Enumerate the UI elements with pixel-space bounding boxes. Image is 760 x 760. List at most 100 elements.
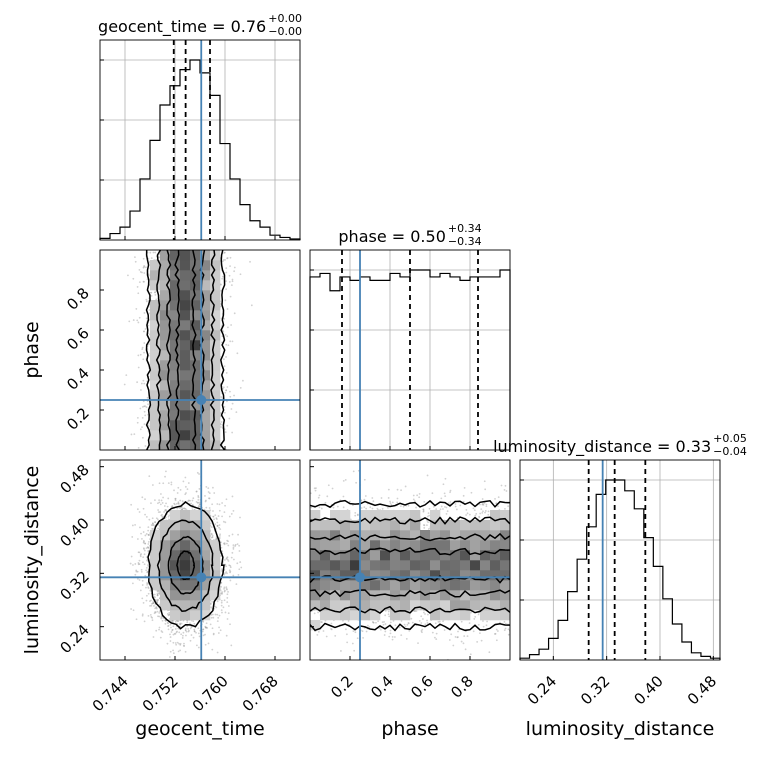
hist-title-luminosity_distance: luminosity_distance = 0.33 +0.05−0.04 [493,432,747,458]
sample-point [222,330,225,333]
hist-panel-geocent_time: geocent_time = 0.76 +0.00−0.00 [98,12,302,241]
sample-point [154,293,157,296]
panel-frame [519,459,721,661]
sample-point [224,258,226,261]
sample-point [147,424,150,427]
sample-point [137,321,140,324]
histogram-step [519,479,721,660]
sample-point [224,299,227,302]
sample-point [220,396,223,398]
sample-point [150,257,153,259]
sample-point [221,275,224,278]
sample-point [143,280,145,283]
sample-point [143,351,145,354]
panel-frame [99,39,301,241]
hist-title-text: phase = 0.50 [338,227,445,246]
sample-point [225,389,228,392]
sample-point [136,416,139,419]
sample-point [228,274,231,277]
sample-point [220,423,222,426]
sample-point [227,344,230,347]
sample-point [134,260,137,263]
sample-point [147,324,150,327]
sample-point [142,358,145,361]
sample-point [144,266,147,269]
sample-point [141,348,144,350]
sample-point [219,303,222,305]
sample-point [136,286,139,288]
2d-panel-geocent_time-vs-phase [99,249,301,451]
sample-point [224,251,226,254]
sample-point [230,284,233,287]
sample-point [225,343,228,346]
sample-point [226,386,229,388]
sample-point [141,405,144,408]
sample-point [140,382,143,385]
sample-point [142,280,145,283]
sample-point [149,251,152,254]
sample-point [143,410,146,413]
sample-point [231,402,234,405]
hist-title-text: geocent_time = 0.76 [98,17,266,37]
sample-point [225,389,228,392]
sample-point [150,294,153,297]
sample-point [224,391,227,394]
sample-point [123,383,126,386]
hist-title-lower: −0.04 [713,445,747,458]
hist-title-geocent_time: geocent_time = 0.76 +0.00−0.00 [98,12,302,38]
sample-point [225,372,228,374]
sample-point [146,396,149,399]
sample-point [141,416,144,419]
sample-point [223,365,226,368]
sample-point [226,257,229,259]
sample-point [221,277,224,280]
sample-point [226,424,229,427]
sample-point [144,445,147,447]
sample-point [136,421,139,424]
sample-point [239,273,242,276]
sample-point [140,389,142,391]
sample-point [154,251,157,254]
sample-point [142,266,145,269]
sample-point [134,256,136,259]
sample-point [125,374,128,377]
sample-point [229,340,232,343]
sample-point [229,256,232,259]
sample-point [148,309,151,311]
sample-point [225,356,227,358]
hist-title-lower: −0.00 [268,25,302,38]
sample-point [136,319,139,322]
sample-point [144,328,147,330]
sample-point [128,320,131,323]
sample-point [233,270,236,273]
sample-point [228,281,231,283]
sample-point [137,366,140,369]
sample-point [144,414,147,417]
sample-point [222,260,224,263]
sample-point [233,312,236,315]
hist-panel-phase: phase = 0.50 +0.34−0.34 [309,222,511,451]
hist-title-upper: +0.00 [268,12,302,25]
sample-point [143,330,145,333]
sample-point [220,421,223,423]
sample-point [233,394,235,397]
sample-point [155,298,158,301]
sample-point [141,346,144,349]
sample-point [223,406,226,408]
sample-point [220,341,223,344]
hist-title-text: luminosity_distance = 0.33 [493,437,711,457]
sample-point [158,256,161,259]
sample-point [223,317,226,320]
sample-point [145,406,148,409]
hist-title-upper: +0.05 [713,432,747,445]
hist-title-phase: phase = 0.50 +0.34−0.34 [338,222,481,248]
sample-point [229,395,232,398]
sample-point [224,431,227,434]
hist-background [520,460,720,660]
sample-point [145,300,148,303]
sample-point [145,298,148,301]
sample-point [138,316,141,319]
sample-point [143,382,146,385]
sample-point [223,251,225,254]
